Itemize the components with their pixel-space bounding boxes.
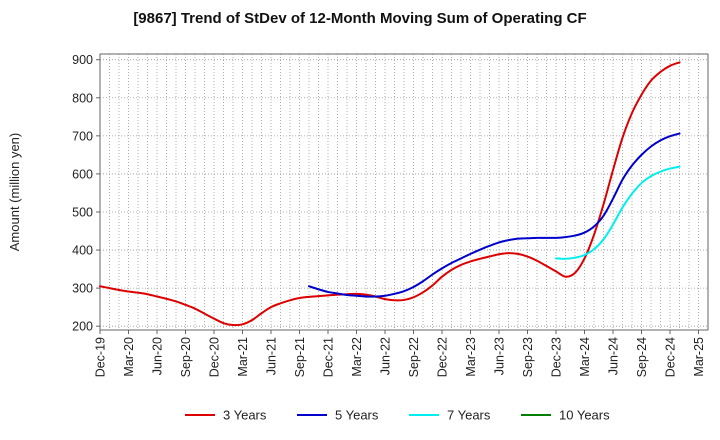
x-tick-label: Dec-19	[94, 337, 108, 377]
series-line-7-years	[555, 165, 681, 260]
x-tick-label: Mar-20	[122, 337, 136, 377]
x-tick-label: Dec-23	[550, 337, 564, 377]
legend-label-7-years: 7 Years	[447, 408, 491, 423]
x-tick-label: Jun-20	[151, 337, 165, 375]
series-layer	[99, 61, 681, 327]
y-tick-label: 900	[72, 53, 93, 67]
x-tick-label: Dec-22	[436, 337, 450, 377]
legend-label-5-years: 5 Years	[335, 408, 379, 423]
legend-label-10-years: 10 Years	[559, 408, 610, 423]
legend-label-3-years: 3 Years	[223, 408, 267, 423]
plot-frame	[99, 53, 709, 331]
x-tick-label: Mar-23	[464, 337, 478, 377]
legend: 3 Years 5 Years 7 Years 10 Years	[185, 408, 610, 423]
y-axis-label: Amount (million yen)	[7, 133, 22, 252]
x-tick-label: Sep-24	[635, 337, 649, 377]
series-line-5-years	[308, 132, 681, 298]
x-tick-label: Mar-21	[236, 337, 250, 377]
x-tick-label: Sep-23	[521, 337, 535, 377]
x-tick-label: Jun-24	[607, 337, 621, 375]
x-tick-label: Jun-23	[493, 337, 507, 375]
x-tick-label: Sep-22	[407, 337, 421, 377]
x-tick-label: Mar-24	[578, 337, 592, 377]
y-tick-label: 700	[72, 129, 93, 143]
axis-layer: 200 300 400 500 600 700 800 900 Dec-19 Mar-20 Jun-…	[72, 53, 706, 377]
x-tick-label: Jun-22	[379, 337, 393, 375]
x-tick-label: Mar-22	[350, 337, 364, 377]
y-tick-label: 800	[72, 91, 93, 105]
y-tick-label: 600	[72, 167, 93, 181]
y-tick-label: 400	[72, 244, 93, 258]
chart-title: [9867] Trend of StDev of 12-Month Moving…	[133, 10, 587, 27]
y-tick-label: 300	[72, 282, 93, 296]
x-tick-label: Sep-21	[293, 337, 307, 377]
x-tick-label: Dec-21	[322, 337, 336, 377]
y-tick-label: 500	[72, 205, 93, 219]
x-tick-label: Dec-20	[208, 337, 222, 377]
series-line-3-years	[99, 61, 681, 327]
x-tick-label: Dec-24	[664, 337, 678, 377]
x-tick-label: Sep-20	[179, 337, 193, 377]
grid-layer	[100, 54, 708, 330]
y-tick-label: 200	[72, 320, 93, 334]
x-tick-label: Jun-21	[265, 337, 279, 375]
x-tick-label: Mar-25	[692, 337, 706, 377]
